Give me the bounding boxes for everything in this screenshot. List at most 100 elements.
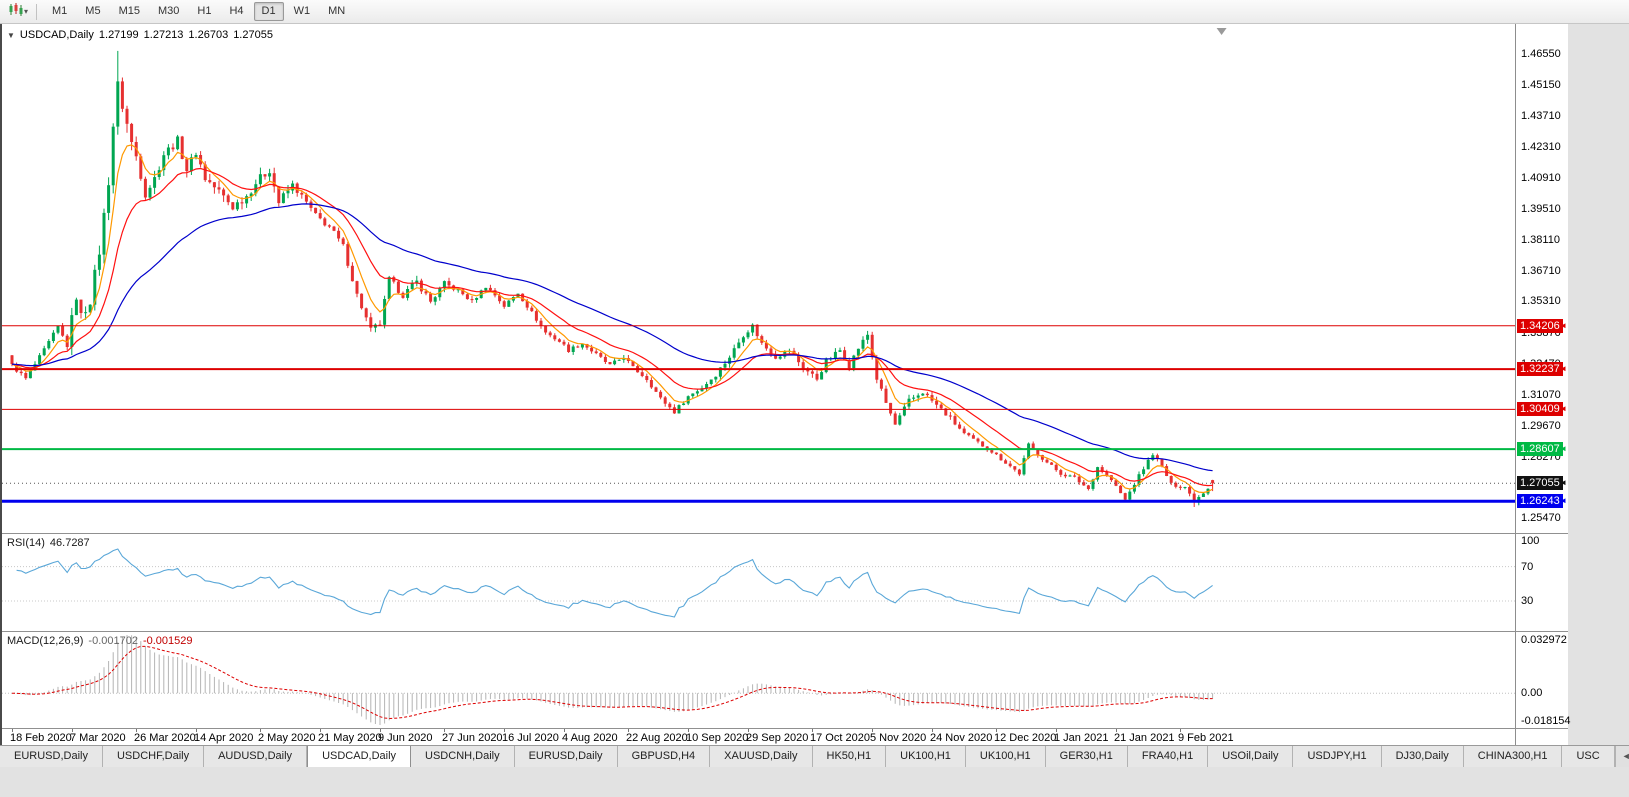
date-tick — [872, 729, 873, 732]
timeframe-button-H4[interactable]: H4 — [229, 5, 244, 17]
rsi-tick-label: 100 — [1521, 535, 1540, 547]
date-tick — [504, 729, 505, 732]
macd-tick-zero: 0.00 — [1521, 687, 1543, 699]
chart-tab-XAUUSD-Daily[interactable]: XAUUSD,Daily — [710, 746, 813, 767]
chart-tab-UK100-H1[interactable]: UK100,H1 — [965, 746, 1046, 767]
date-tick — [12, 729, 13, 732]
date-label: 21 May 2020 — [318, 732, 382, 744]
rsi-axis[interactable]: 100 70 30 — [1515, 534, 1568, 631]
price-tick-label: 1.45150 — [1521, 79, 1561, 91]
date-label: 1 Jan 2021 — [1054, 732, 1109, 744]
rsi-name: RSI(14) — [7, 537, 45, 549]
chart-tab-FRA40-H1[interactable]: FRA40,H1 — [1127, 746, 1209, 767]
date-label: 12 Dec 2020 — [994, 732, 1057, 744]
timeframe-button-D1[interactable]: D1 — [253, 2, 284, 21]
dropdown-caret-icon: ▾ — [24, 7, 29, 16]
date-label: 2 May 2020 — [258, 732, 316, 744]
chart-tab-DJ30-Daily[interactable]: DJ30,Daily — [1381, 746, 1464, 767]
hline-price-arrow-icon: ◄ — [1559, 444, 1567, 453]
chart-tab-USDJPY-H1[interactable]: USDJPY,H1 — [1293, 746, 1382, 767]
price-tick-label: 1.40910 — [1521, 172, 1561, 184]
tab-scroll-left-button[interactable]: ◄ — [1614, 746, 1629, 767]
current-price-badge: 1.27055 — [1517, 476, 1563, 490]
macd-tick-max: 0.032972 — [1521, 634, 1567, 646]
date-label: 29 Sep 2020 — [746, 732, 809, 744]
date-label: 24 Nov 2020 — [930, 732, 993, 744]
hline-price-arrow-icon: ◄ — [1559, 404, 1567, 413]
timeframe-button-M30[interactable]: M30 — [157, 5, 180, 17]
date-label: 16 Jul 2020 — [502, 732, 559, 744]
rsi-indicator-canvas[interactable] — [2, 534, 1516, 631]
chart-tab-HK50-H1[interactable]: HK50,H1 — [812, 746, 887, 767]
chart-tab-USOil-Daily[interactable]: USOil,Daily — [1208, 746, 1294, 767]
date-tick — [564, 729, 565, 732]
ohlc-open-value: 1.27199 — [98, 29, 139, 41]
date-axis-corner — [1515, 729, 1568, 745]
date-label: 10 Sep 2020 — [686, 732, 749, 744]
chart-tab-USDCAD-Daily[interactable]: USDCAD,Daily — [307, 746, 412, 767]
price-tick-label: 1.25470 — [1521, 512, 1561, 524]
date-tick — [812, 729, 813, 732]
price-tick-label: 1.29670 — [1521, 420, 1561, 432]
date-label: 5 Nov 2020 — [870, 732, 927, 744]
price-tick-label: 1.43710 — [1521, 110, 1561, 122]
price-tick-label: 1.42310 — [1521, 141, 1561, 153]
date-tick — [748, 729, 749, 732]
date-label: 9 Jun 2020 — [378, 732, 433, 744]
rsi-label: RSI(14) 46.7287 — [7, 537, 95, 549]
price-chart-canvas[interactable] — [2, 24, 1516, 533]
price-tick-label: 1.39510 — [1521, 203, 1561, 215]
chart-tab-CHINA300-H1[interactable]: CHINA300,H1 — [1463, 746, 1563, 767]
date-axis[interactable]: 18 Feb 2020 7 Mar 2020 26 Mar 2020 14 Apr 2… — [2, 728, 1568, 745]
rsi-current-value: 46.7287 — [49, 537, 90, 549]
chart-tab-USC[interactable]: USC — [1562, 746, 1615, 767]
current-price-arrow-icon: ◄ — [1559, 478, 1567, 487]
ohlc-high-value: 1.27213 — [143, 29, 184, 41]
date-tick — [628, 729, 629, 732]
timeframe-button-M5[interactable]: M5 — [85, 5, 101, 17]
chart-tab-USDCNH-Daily[interactable]: USDCNH,Daily — [411, 746, 515, 767]
hline-price-badge: 1.34206 — [1517, 319, 1563, 333]
chart-tab-EURUSD-Daily[interactable]: EURUSD,Daily — [514, 746, 618, 767]
date-tick — [996, 729, 997, 732]
date-tick — [444, 729, 445, 732]
toolbar-separator — [36, 3, 38, 20]
date-label: 18 Feb 2020 — [10, 732, 72, 744]
date-label: 17 Oct 2020 — [810, 732, 870, 744]
price-tick-label: 1.38110 — [1521, 234, 1560, 246]
macd-indicator-canvas[interactable] — [2, 632, 1516, 728]
chart-tab-bar: EURUSD,Daily USDCHF,Daily AUDUSD,Daily USDC… — [0, 745, 1629, 767]
timeframe-button-M1[interactable]: M1 — [52, 5, 68, 17]
macd-signal-value: -0.001529 — [142, 635, 193, 647]
chart-tab-GBPUSD-H4[interactable]: GBPUSD,H4 — [617, 746, 711, 767]
date-tick — [1056, 729, 1057, 732]
timeframe-button-MN[interactable]: MN — [328, 5, 346, 17]
timeframe-button-W1[interactable]: W1 — [293, 5, 311, 17]
chart-type-button[interactable]: ▾ — [4, 0, 32, 24]
date-tick — [380, 729, 381, 732]
chart-tab-UK100-H1[interactable]: UK100,H1 — [886, 746, 966, 767]
price-tick-label: 1.36710 — [1521, 265, 1561, 277]
date-label: 4 Aug 2020 — [562, 732, 618, 744]
hline-price-badge: 1.28607 — [1517, 442, 1563, 456]
chart-tab-AUDUSD-Daily[interactable]: AUDUSD,Daily — [204, 746, 308, 767]
hline-price-badge: 1.30409 — [1517, 402, 1563, 416]
timeframe-button-H1[interactable]: H1 — [197, 5, 212, 17]
timeframe-button-M15[interactable]: M15 — [118, 5, 140, 17]
chart-tab-EURUSD-Daily[interactable]: EURUSD,Daily — [0, 746, 103, 767]
chart-collapse-icon[interactable]: ▼ — [7, 31, 15, 40]
chart-tab-USDCHF-Daily[interactable]: USDCHF,Daily — [102, 746, 205, 767]
candlestick-chart-icon — [8, 2, 23, 21]
date-label: 7 Mar 2020 — [70, 732, 126, 744]
macd-label: MACD(12,26,9) -0.001702 -0.001529 — [7, 635, 198, 647]
chart-tab-GER30-H1[interactable]: GER30,H1 — [1045, 746, 1128, 767]
price-axis[interactable]: 1.46550 1.45150 1.43710 1.42310 1.40910 1.395… — [1515, 24, 1568, 533]
macd-tick-min: -0.018154 — [1521, 715, 1571, 727]
hline-price-badge: 1.32237 — [1517, 362, 1563, 376]
chart-window: ▼ USDCAD,Daily 1.27199 1.27213 1.26703 1.2705… — [0, 24, 1571, 745]
macd-axis[interactable]: 0.032972 0.00 -0.018154 — [1515, 632, 1571, 728]
date-label: 21 Jan 2021 — [1114, 732, 1175, 744]
date-tick — [1116, 729, 1117, 732]
price-chart-panel: ▼ USDCAD,Daily 1.27199 1.27213 1.26703 1.2705… — [2, 24, 1568, 533]
chart-info-line: ▼ USDCAD,Daily 1.27199 1.27213 1.26703 1.2705… — [7, 29, 278, 41]
